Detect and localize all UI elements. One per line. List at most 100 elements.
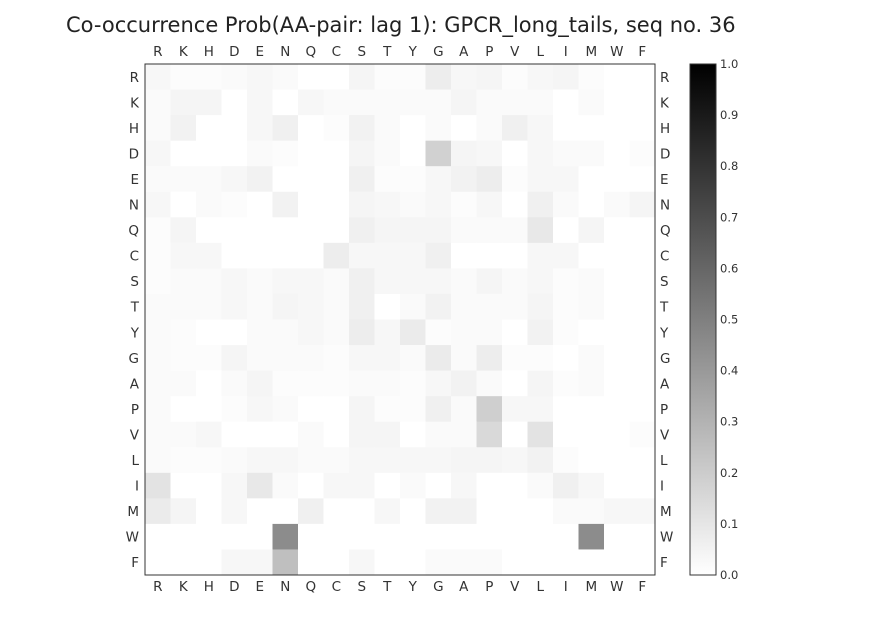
heatmap-cell-F-M — [578, 549, 605, 576]
heatmap-cell-H-P — [476, 115, 503, 142]
heatmap-cell-E-V — [502, 166, 528, 193]
heatmap-cell-C-L — [527, 242, 554, 269]
heatmap-cell-K-M — [578, 89, 605, 116]
heatmap-cell-W-I — [553, 523, 579, 550]
heatmap-cell-K-F — [629, 89, 656, 116]
bottom-tick-label: K — [179, 579, 189, 595]
left-tick-label: D — [129, 146, 139, 162]
top-tick-label: A — [459, 44, 469, 60]
heatmap-cell-E-A — [451, 166, 477, 193]
heatmap-cell-V-D — [221, 421, 248, 448]
heatmap-cell-K-W — [604, 89, 630, 116]
heatmap-cell-W-D — [221, 523, 248, 550]
heatmap-cell-Y-P — [476, 319, 503, 346]
heatmap-cell-K-C — [323, 89, 350, 116]
heatmap-cell-L-R — [145, 447, 171, 474]
heatmap-cell-M-M — [578, 498, 605, 525]
heatmap-cell-T-K — [170, 293, 197, 320]
heatmap-cell-H-R — [145, 115, 171, 142]
bottom-tick-label: D — [229, 579, 239, 595]
heatmap-cell-W-N — [272, 523, 299, 550]
heatmap-cell-K-A — [451, 89, 477, 116]
heatmap-cell-G-R — [145, 345, 171, 371]
top-tick-label: N — [280, 44, 290, 60]
heatmap-cell-M-V — [502, 498, 528, 525]
heatmap-cell-W-M — [578, 523, 605, 550]
right-tick-label: P — [660, 402, 668, 418]
colorbar — [689, 63, 717, 576]
heatmap-cell-V-A — [451, 421, 477, 448]
heatmap-cell-P-V — [502, 396, 528, 423]
heatmap-cell-G-L — [527, 345, 554, 371]
heatmap-cell-I-G — [425, 472, 452, 499]
heatmap-cell-F-N — [272, 549, 299, 576]
heatmap-cell-V-F — [629, 421, 656, 448]
heatmap-cell-I-C — [323, 472, 350, 499]
right-tick-label: F — [660, 555, 668, 571]
heatmap-cell-I-S — [349, 472, 375, 499]
heatmap-cell-R-N — [272, 64, 299, 90]
heatmap-cell-D-N — [272, 140, 299, 167]
colorbar-tick-label: 0.2 — [720, 466, 738, 480]
heatmap-cell-V-S — [349, 421, 375, 448]
top-tick-label: T — [382, 44, 392, 60]
right-tick-label: H — [660, 121, 670, 137]
heatmap-cell-S-L — [527, 268, 554, 295]
heatmap-cell-D-L — [527, 140, 554, 167]
heatmap-cell-V-M — [578, 421, 605, 448]
heatmap-cell-C-C — [323, 242, 350, 269]
heatmap-cell-D-K — [170, 140, 197, 167]
heatmap-cell-W-R — [145, 523, 171, 550]
heatmap-cell-H-D — [221, 115, 248, 142]
heatmap-cell-M-D — [221, 498, 248, 525]
heatmap-cell-P-W — [604, 396, 630, 423]
heatmap-cell-E-S — [349, 166, 375, 193]
heatmap-cell-Y-A — [451, 319, 477, 346]
heatmap-cell-N-H — [196, 191, 222, 218]
right-tick-label: M — [660, 504, 672, 520]
heatmap-cell-D-Y — [400, 140, 426, 167]
top-tick-label: M — [585, 44, 597, 60]
left-tick-label: I — [135, 479, 139, 495]
heatmap-cell-G-K — [170, 345, 197, 371]
heatmap-cell-N-Q — [298, 191, 324, 218]
heatmap-cell-Y-S — [349, 319, 375, 346]
heatmap-cell-Q-H — [196, 217, 222, 244]
heatmap-cell-S-V — [502, 268, 528, 295]
heatmap-cell-H-C — [323, 115, 350, 142]
left-tick-label: P — [131, 402, 139, 418]
top-tick-label: Q — [305, 44, 316, 60]
heatmap-cell-Y-Q — [298, 319, 324, 346]
heatmap-cell-Q-M — [578, 217, 605, 244]
heatmap-cell-T-N — [272, 293, 299, 320]
heatmap-cell-G-E — [247, 345, 273, 371]
top-tick-label: C — [332, 44, 341, 60]
heatmap-cell-H-S — [349, 115, 375, 142]
heatmap-cell-T-I — [553, 293, 579, 320]
heatmap-cell-R-Q — [298, 64, 324, 90]
heatmap-cell-P-N — [272, 396, 299, 423]
heatmap-cell-M-S — [349, 498, 375, 525]
heatmap-cell-P-M — [578, 396, 605, 423]
heatmap-cell-E-M — [578, 166, 605, 193]
bottom-tick-label: M — [585, 579, 597, 595]
heatmap-cell-L-Y — [400, 447, 426, 474]
heatmap-cell-A-N — [272, 370, 299, 397]
bottom-tick-label: T — [382, 579, 392, 595]
heatmap-cell-H-E — [247, 115, 273, 142]
heatmap-cell-A-V — [502, 370, 528, 397]
heatmap-cell-F-T — [374, 549, 401, 576]
heatmap-cell-Q-S — [349, 217, 375, 244]
heatmap-cell-W-E — [247, 523, 273, 550]
heatmap-cell-F-W — [604, 549, 630, 576]
heatmap-cell-Y-V — [502, 319, 528, 346]
heatmap-cell-R-P — [476, 64, 503, 90]
heatmap-cell-P-L — [527, 396, 554, 423]
heatmap-cell-Q-C — [323, 217, 350, 244]
heatmap-cell-H-N — [272, 115, 299, 142]
heatmap-cell-S-R — [145, 268, 171, 295]
heatmap-cell-F-I — [553, 549, 579, 576]
heatmap-cell-G-Q — [298, 345, 324, 371]
heatmap-cell-Y-G — [425, 319, 452, 346]
heatmap-cell-R-W — [604, 64, 630, 90]
